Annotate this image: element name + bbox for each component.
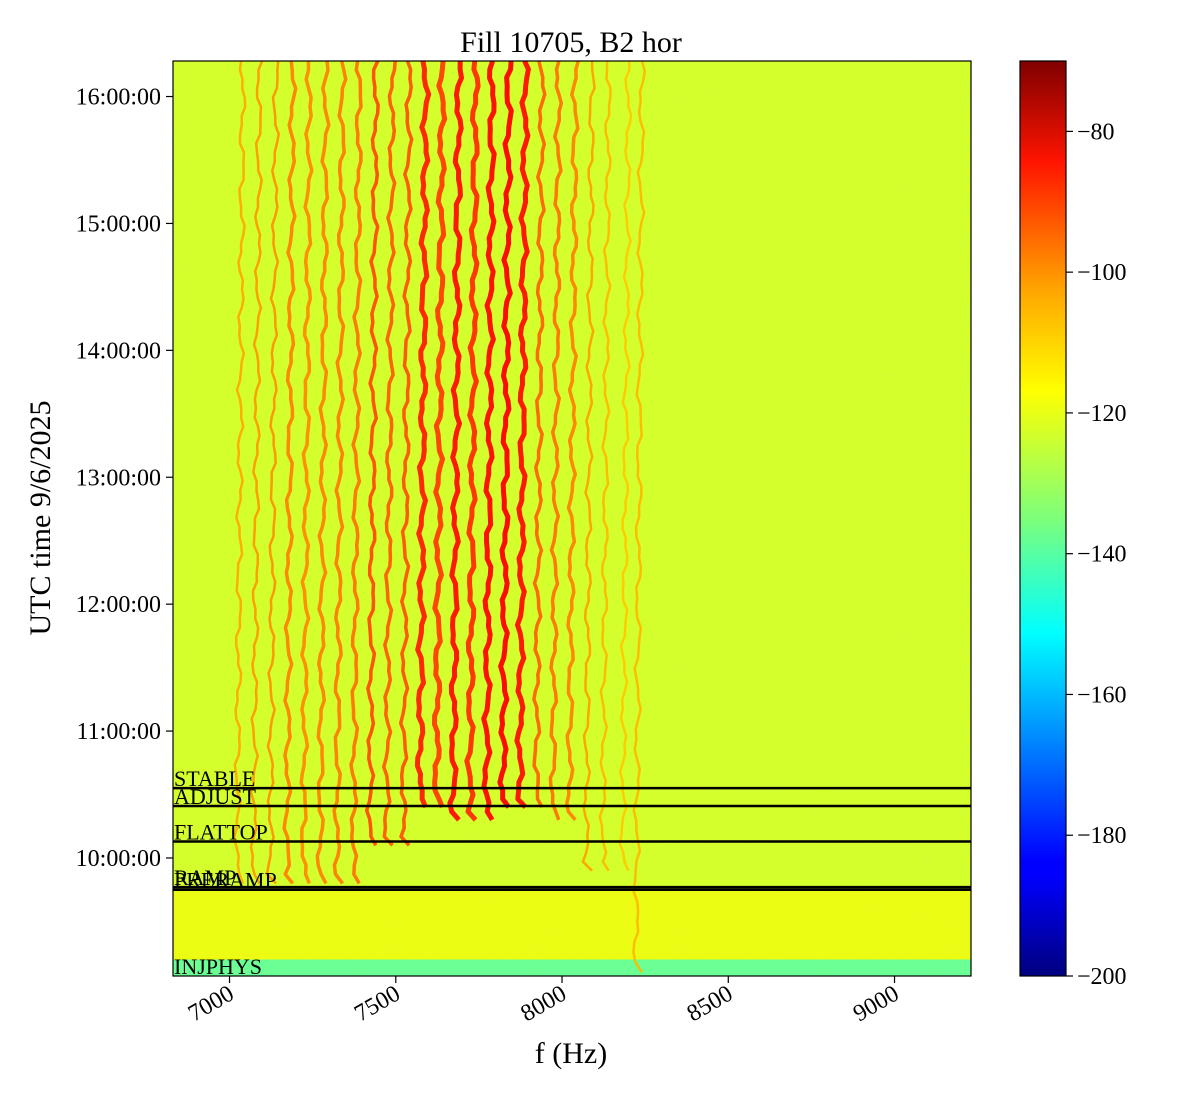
spectral-line <box>432 61 448 809</box>
y-tick-label: 15:00:00 <box>76 211 161 237</box>
spectral-line <box>265 61 280 885</box>
spectral-line <box>381 61 397 847</box>
spectral-line <box>332 61 348 885</box>
event-label: FLATTOP <box>174 819 268 844</box>
event-label: ADJUST <box>174 784 256 809</box>
spectral-line <box>532 61 547 809</box>
spectral-line <box>548 61 564 821</box>
spectral-line <box>349 61 363 885</box>
spectral-line <box>581 61 596 872</box>
spectral-line <box>249 61 264 884</box>
x-axis-label: f (Hz) <box>535 1037 607 1070</box>
y-tick-label: 13:00:00 <box>76 465 161 491</box>
colorbar-tick-label: −140 <box>1077 542 1127 568</box>
colorbar-tick-label: −100 <box>1077 260 1127 286</box>
spectral-line <box>299 61 314 885</box>
spectral-lines <box>232 61 646 973</box>
colorbar-ticks: −80 −100 −120 −140 −160 −180 −200 <box>1066 119 1127 990</box>
event-label: INJPHYS <box>174 954 262 979</box>
ramp-band <box>173 889 971 960</box>
x-tick-label: 7500 <box>350 981 405 1028</box>
event-label: STABLE <box>174 766 255 791</box>
event-label: PRERAMP <box>174 868 277 893</box>
spectral-line <box>447 61 464 822</box>
y-tick-label: 10:00:00 <box>76 846 161 872</box>
y-tick-label: 14:00:00 <box>76 338 161 364</box>
injection-band <box>173 959 971 976</box>
colorbar-gradient <box>1019 60 1067 977</box>
colorbar-tick-label: −120 <box>1077 401 1127 427</box>
spectral-line <box>618 61 633 872</box>
colorbar-tick-label: −200 <box>1077 964 1127 990</box>
y-tick-label: 11:00:00 <box>77 719 161 745</box>
spectral-line <box>232 61 247 884</box>
spectral-line <box>464 61 481 822</box>
colorbar-tick-label: −80 <box>1077 119 1115 145</box>
spectral-line <box>315 61 331 885</box>
colorbar-tick-label: −180 <box>1077 823 1127 849</box>
spectral-line <box>632 61 646 973</box>
y-tick-label: 12:00:00 <box>76 592 161 618</box>
spectral-line <box>598 61 612 872</box>
spectrogram-bands <box>173 889 971 976</box>
x-tick-label: 9000 <box>849 981 904 1028</box>
spectral-line <box>398 61 414 847</box>
colorbar: −80 −100 −120 −140 −160 −180 −200 <box>1019 60 1127 990</box>
spectral-line <box>282 61 298 885</box>
x-tick-label: 8000 <box>516 981 571 1028</box>
x-axis-ticks: 7000 7500 8000 8500 9000 <box>184 976 904 1027</box>
chart-title: Fill 10705, B2 hor <box>460 26 682 59</box>
colorbar-tick-label: −160 <box>1077 682 1127 708</box>
spectral-line <box>497 61 514 809</box>
y-axis-ticks: 10:00:00 11:00:00 12:00:00 13:00:00 14:00:00… <box>76 85 173 872</box>
x-tick-label: 8500 <box>683 981 738 1028</box>
event-label: RAMP <box>174 865 236 890</box>
x-tick-label: 7000 <box>184 981 239 1028</box>
spectral-line <box>514 61 531 809</box>
spectral-line <box>364 61 380 847</box>
plot-frame <box>172 60 972 977</box>
y-tick-label: 16:00:00 <box>76 85 161 111</box>
spectral-line <box>414 61 432 809</box>
y-axis-label: UTC time 9/6/2025 <box>24 401 57 636</box>
spectral-line <box>565 61 580 822</box>
spectral-line <box>481 61 497 822</box>
